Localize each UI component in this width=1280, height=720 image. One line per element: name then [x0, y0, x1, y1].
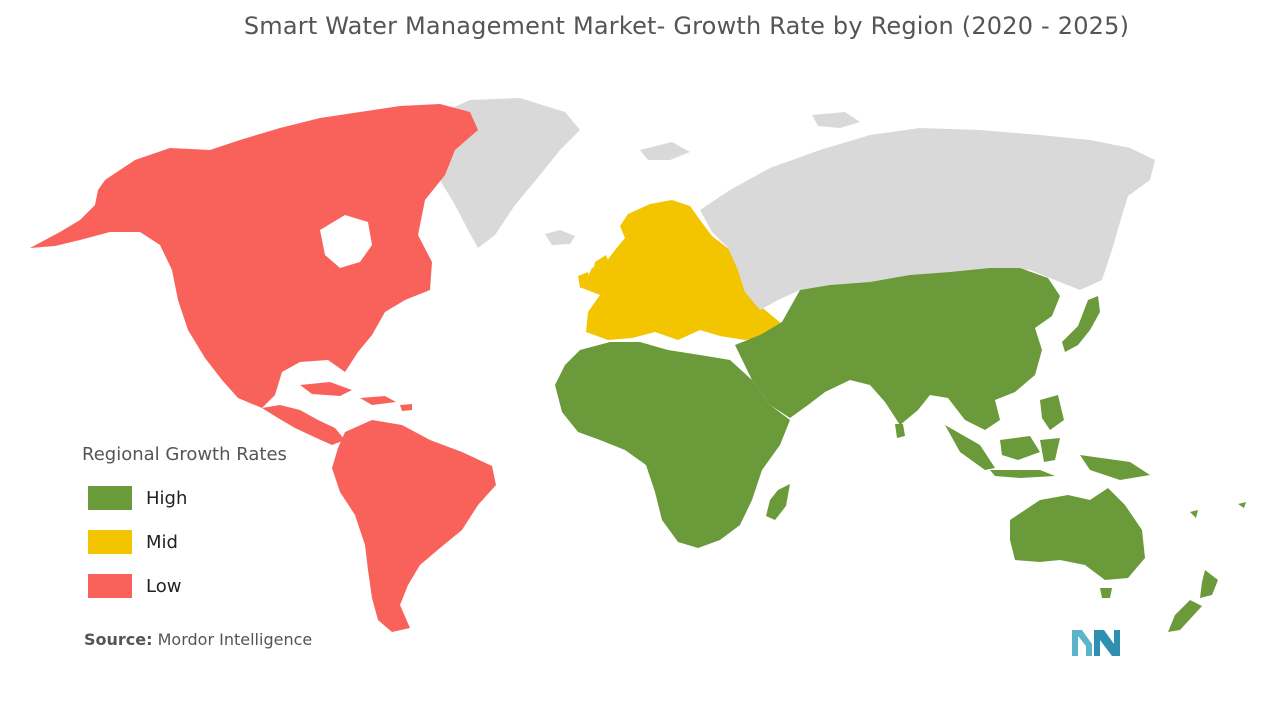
- source-note: Source: Mordor Intelligence: [84, 630, 312, 649]
- legend-label-mid: Mid: [146, 531, 178, 553]
- region-russia: [700, 128, 1155, 310]
- legend-label-low: Low: [146, 575, 182, 597]
- region-new-zealand: [1168, 570, 1218, 632]
- legend-swatch-mid: [88, 530, 132, 554]
- legend-swatch-high: [88, 486, 132, 510]
- source-label: Source:: [84, 630, 153, 649]
- hudson-bay: [320, 215, 372, 268]
- region-tasmania: [1100, 588, 1112, 598]
- region-north-america: [30, 104, 478, 408]
- legend: Regional Growth Rates High Mid Low: [82, 444, 342, 617]
- mordor-intelligence-logo-icon: [1072, 630, 1120, 656]
- legend-item-mid: Mid: [82, 529, 342, 555]
- region-madagascar: [766, 484, 790, 520]
- legend-item-high: High: [82, 485, 342, 511]
- chart-title: Smart Water Management Market- Growth Ra…: [243, 12, 1130, 40]
- region-africa: [555, 342, 790, 548]
- legend-swatch-low: [88, 574, 132, 598]
- region-arctic-islands: [640, 112, 860, 160]
- region-south-america: [332, 420, 496, 632]
- region-british-isles: [578, 255, 612, 292]
- source-value: Mordor Intelligence: [157, 630, 313, 649]
- legend-item-low: Low: [82, 573, 342, 599]
- region-central-america: [262, 405, 345, 445]
- region-japan: [1062, 296, 1100, 352]
- region-caribbean: [300, 382, 412, 411]
- region-pacific-islands: [1190, 502, 1246, 518]
- legend-title: Regional Growth Rates: [82, 444, 287, 465]
- region-australia: [1010, 488, 1145, 580]
- region-sri-lanka: [895, 424, 905, 438]
- region-iceland: [545, 230, 575, 245]
- legend-label-high: High: [146, 487, 188, 509]
- region-asia: [735, 268, 1060, 430]
- region-indonesia: [945, 395, 1150, 480]
- region-europe: [582, 200, 782, 340]
